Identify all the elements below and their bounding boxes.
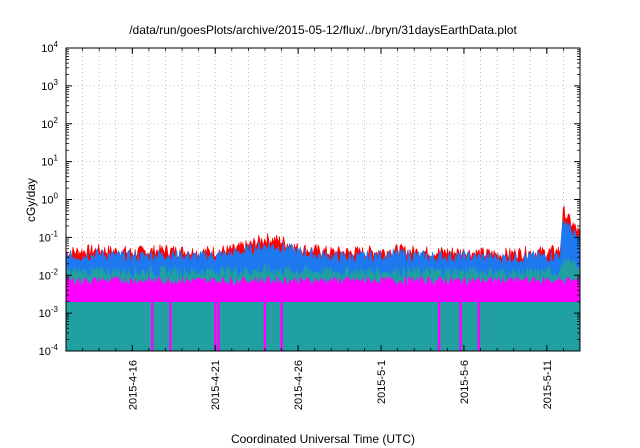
series-area (65, 275, 581, 303)
y-axis: 10-4 10-3 10-2 10-1 100 101 102 103 104 (39, 40, 580, 358)
y-tick-label: 100 (41, 192, 58, 207)
dropout-mark (214, 301, 217, 351)
y-tick-label: 10-1 (39, 229, 59, 244)
x-tick-label: 2015-5-6 (459, 360, 471, 404)
series-layer (65, 205, 581, 352)
y-tick-label: 102 (41, 116, 58, 131)
dropout-mark (437, 301, 441, 351)
y-tick-label: 104 (41, 40, 58, 55)
dropout-mark (477, 301, 481, 351)
dropout-mark (151, 301, 154, 351)
x-tick-label: 2015-4-21 (210, 360, 222, 410)
x-tick-label: 2015-4-16 (127, 360, 139, 410)
y-tick-label: 10-4 (39, 343, 59, 358)
x-axis-label: Coordinated Universal Time (UTC) (231, 432, 415, 446)
x-tick-label: 2015-4-26 (293, 360, 305, 410)
y-tick-label: 101 (41, 154, 58, 169)
chart-title: /data/run/goesPlots/archive/2015-05-12/f… (129, 23, 517, 37)
dropout-mark (459, 301, 462, 351)
y-tick-label: 10-2 (39, 267, 59, 282)
x-tick-label: 2015-5-1 (376, 360, 388, 404)
x-tick-label: 2015-5-11 (542, 360, 554, 409)
dropout-mark (263, 301, 267, 351)
x-axis: 2015-4-16 2015-4-21 2015-4-26 2015-5-1 2015-… (65, 48, 581, 410)
dropout-mark (217, 301, 220, 351)
y-tick-label: 10-3 (39, 305, 59, 320)
dropout-mark (169, 301, 172, 351)
y-axis-label: cGy/day (24, 178, 38, 222)
y-tick-label: 103 (41, 78, 58, 93)
dropout-mark (280, 301, 283, 351)
